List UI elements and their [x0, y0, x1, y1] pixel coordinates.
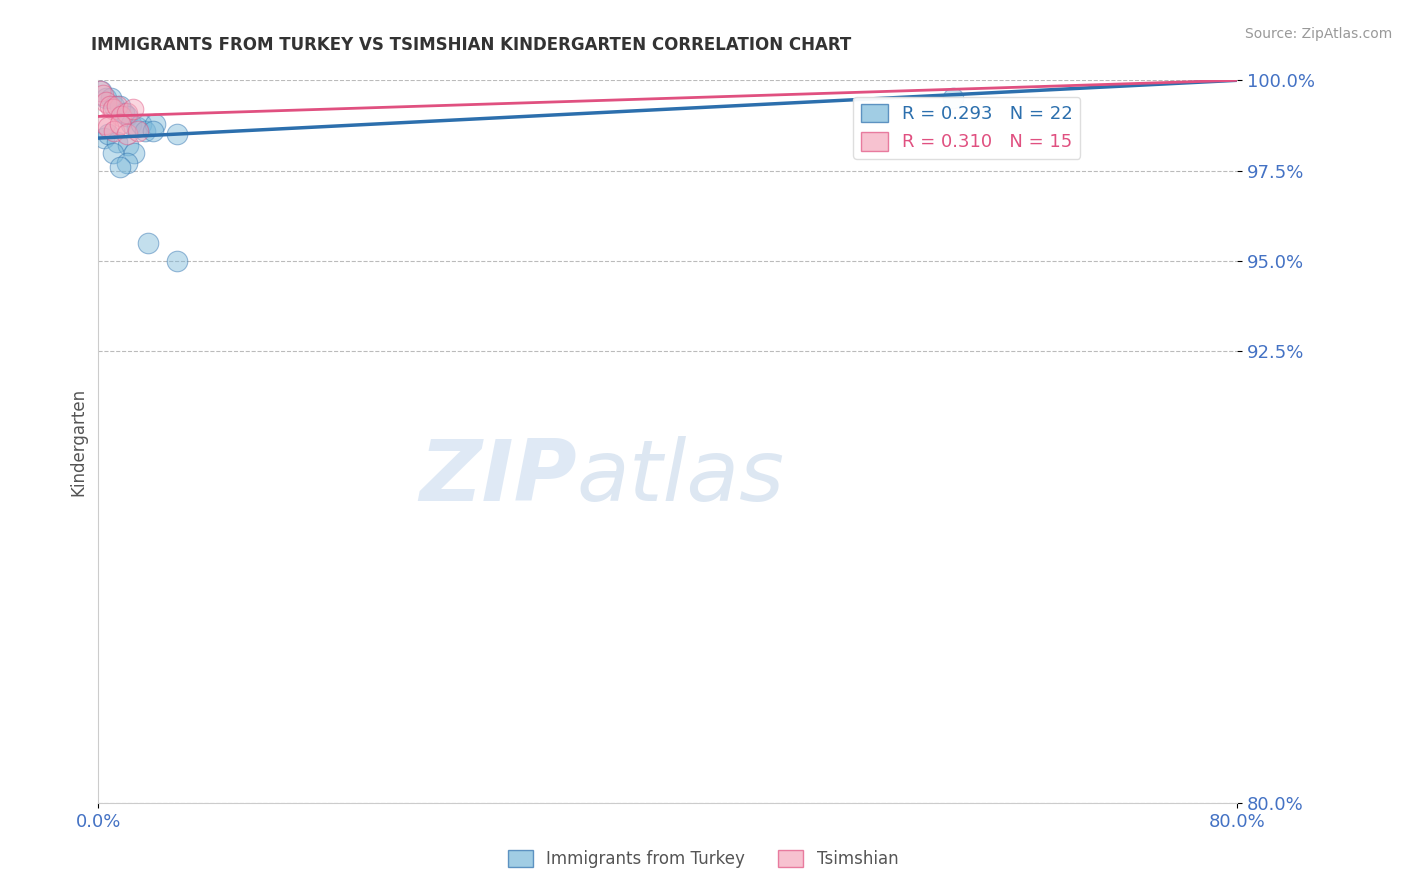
Point [90, 84, 112, 98]
Point [108, 98, 131, 112]
Point [98, 98, 121, 112]
Point [100, 91, 122, 105]
Y-axis label: Kindergarten: Kindergarten [69, 387, 87, 496]
Point [89, 84, 111, 98]
Point [117, 138, 139, 153]
Point [122, 145, 145, 160]
Point [166, 128, 188, 142]
Point [103, 124, 125, 138]
Point [101, 102, 124, 116]
Point [136, 235, 159, 250]
Point [103, 98, 125, 112]
Point [105, 135, 128, 149]
Point [93, 87, 115, 102]
Point [141, 124, 163, 138]
Text: atlas: atlas [576, 436, 785, 519]
Text: Source: ZipAtlas.com: Source: ZipAtlas.com [1244, 27, 1392, 41]
Point [115, 128, 138, 142]
Point [134, 124, 156, 138]
Point [93, 131, 115, 145]
Point [110, 109, 132, 123]
Point [94, 117, 117, 131]
Point [96, 95, 118, 109]
Point [105, 98, 128, 112]
Point [120, 117, 142, 131]
Point [115, 105, 138, 120]
Point [115, 156, 138, 170]
Point [97, 128, 120, 142]
Text: IMMIGRANTS FROM TURKEY VS TSIMSHIAN KINDERGARTEN CORRELATION CHART: IMMIGRANTS FROM TURKEY VS TSIMSHIAN KIND… [91, 36, 852, 54]
Point [145, 117, 167, 131]
Point [97, 120, 120, 135]
Point [108, 160, 131, 174]
Point [127, 124, 149, 138]
Point [121, 102, 143, 116]
Point [108, 117, 131, 131]
Point [94, 91, 117, 105]
Point [942, 91, 965, 105]
Point [129, 117, 152, 131]
Point [166, 254, 188, 268]
Text: ZIP: ZIP [419, 436, 576, 519]
Legend: Immigrants from Turkey, Tsimshian: Immigrants from Turkey, Tsimshian [501, 843, 905, 875]
Point [125, 120, 148, 135]
Point [101, 145, 124, 160]
Point [112, 105, 135, 120]
Legend: R = 0.293   N = 22, R = 0.310   N = 15: R = 0.293 N = 22, R = 0.310 N = 15 [853, 96, 1080, 159]
Point [115, 109, 138, 123]
